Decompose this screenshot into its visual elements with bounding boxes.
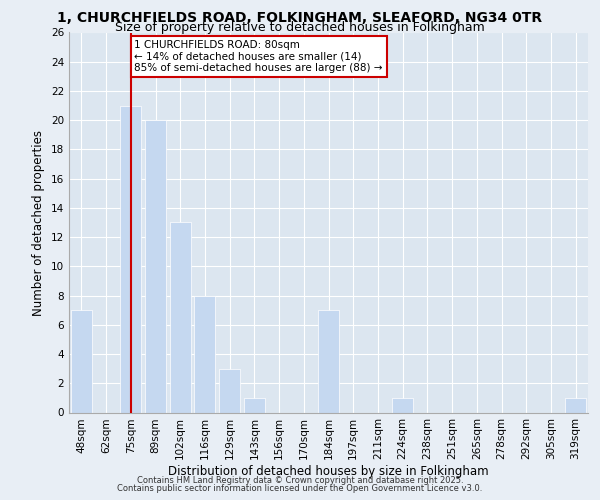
X-axis label: Distribution of detached houses by size in Folkingham: Distribution of detached houses by size … bbox=[168, 465, 489, 478]
Text: Size of property relative to detached houses in Folkingham: Size of property relative to detached ho… bbox=[115, 22, 485, 35]
Bar bbox=[244, 398, 265, 412]
Bar bbox=[565, 398, 586, 412]
Text: Contains HM Land Registry data © Crown copyright and database right 2025.: Contains HM Land Registry data © Crown c… bbox=[137, 476, 463, 485]
Text: 1 CHURCHFIELDS ROAD: 80sqm
← 14% of detached houses are smaller (14)
85% of semi: 1 CHURCHFIELDS ROAD: 80sqm ← 14% of deta… bbox=[134, 40, 383, 73]
Bar bbox=[219, 368, 240, 412]
Text: 1, CHURCHFIELDS ROAD, FOLKINGHAM, SLEAFORD, NG34 0TR: 1, CHURCHFIELDS ROAD, FOLKINGHAM, SLEAFO… bbox=[58, 11, 542, 25]
Bar bbox=[194, 296, 215, 412]
Y-axis label: Number of detached properties: Number of detached properties bbox=[32, 130, 46, 316]
Bar bbox=[120, 106, 141, 412]
Bar bbox=[392, 398, 413, 412]
Text: Contains public sector information licensed under the Open Government Licence v3: Contains public sector information licen… bbox=[118, 484, 482, 493]
Bar bbox=[318, 310, 339, 412]
Bar bbox=[145, 120, 166, 412]
Bar bbox=[170, 222, 191, 412]
Bar bbox=[71, 310, 92, 412]
